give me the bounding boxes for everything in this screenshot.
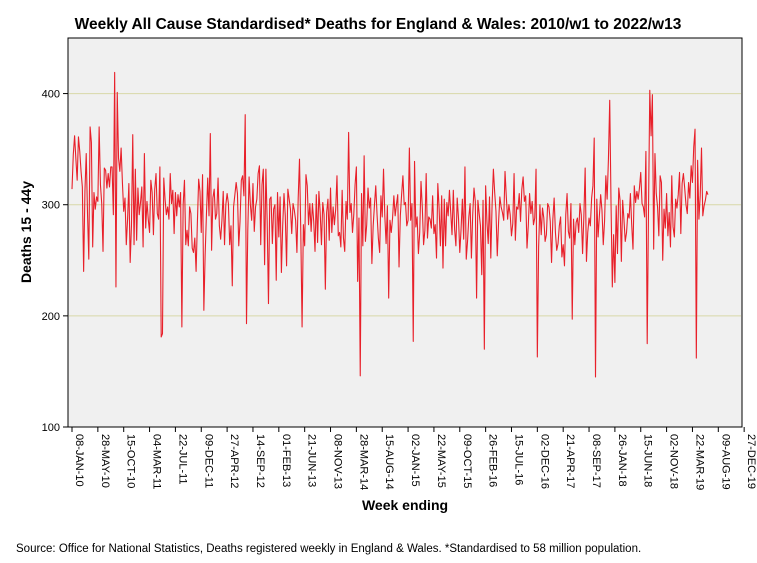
x-tick-label: 09-AUG-19	[719, 434, 731, 490]
x-tick-label: 21-JUN-13	[306, 434, 318, 487]
y-tick-label: 400	[42, 89, 60, 101]
plot-area	[67, 37, 743, 428]
x-tick-label: 08-SEP-17	[590, 434, 602, 488]
y-tick-label: 100	[42, 422, 60, 434]
y-tick-label: 200	[42, 311, 60, 323]
x-tick-label: 22-MAY-15	[435, 434, 447, 488]
x-tick-label: 09-OCT-15	[461, 434, 473, 488]
y-tick-label: 300	[42, 200, 60, 212]
y-axis: 100 200 300 400	[42, 89, 68, 434]
x-tick-label: 22-MAR-19	[693, 434, 705, 490]
x-tick-label: 26-FEB-16	[487, 434, 499, 487]
plot-background	[67, 37, 743, 428]
x-tick-label: 08-JAN-10	[73, 434, 85, 487]
x-tick-label: 15-JUL-16	[512, 434, 524, 485]
chart-title: Weekly All Cause Standardised* Deaths fo…	[75, 16, 682, 33]
x-axis-label: Week ending	[362, 497, 448, 513]
x-tick-label: 15-OCT-10	[125, 434, 137, 488]
x-tick-label: 21-APR-17	[564, 434, 576, 488]
x-tick-label: 15-JUN-18	[642, 434, 654, 487]
x-tick-label: 28-MAY-10	[99, 434, 111, 488]
x-tick-label: 02-JAN-15	[409, 434, 421, 487]
source-note: Source: Office for National Statistics, …	[16, 543, 641, 555]
x-tick-label: 27-APR-12	[228, 434, 240, 488]
series-line-0	[71, 71, 709, 378]
y-axis-label: Deaths 15 - 44y	[18, 181, 34, 283]
x-tick-label: 22-JUL-11	[176, 434, 188, 485]
x-tick-label: 26-JAN-18	[616, 434, 628, 487]
x-axis: 08-JAN-10 28-MAY-10 15-OCT-10 04-MAR-11 22-J…	[71, 427, 757, 490]
x-tick-label: 14-SEP-12	[254, 434, 266, 488]
x-tick-label: 01-FEB-13	[280, 434, 292, 487]
x-tick-label: 28-MAR-14	[357, 434, 369, 490]
data-layer	[71, 71, 709, 378]
x-tick-label: 08-NOV-13	[332, 434, 344, 489]
x-tick-label: 27-DEC-19	[745, 434, 757, 489]
x-tick-label: 09-DEC-11	[202, 434, 214, 488]
x-tick-label: 04-MAR-11	[151, 434, 163, 489]
x-tick-label: 15-AUG-14	[383, 434, 395, 490]
x-tick-label: 02-DEC-16	[538, 434, 550, 489]
x-tick-label: 02-NOV-18	[668, 434, 680, 489]
